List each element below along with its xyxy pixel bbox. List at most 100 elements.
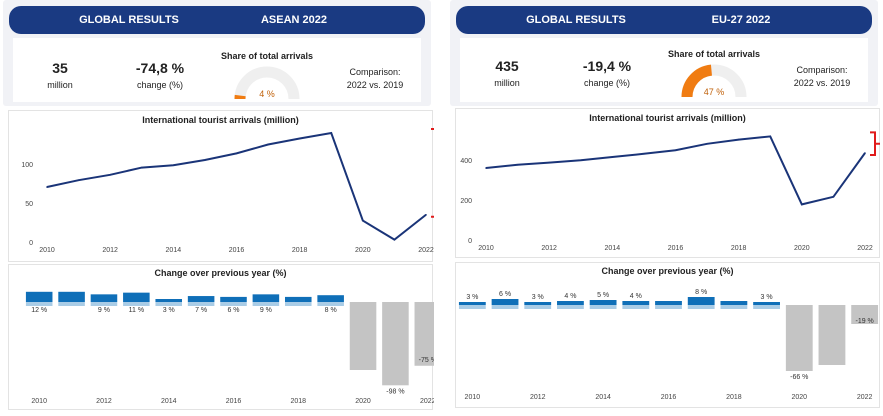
bar: [414, 302, 434, 366]
change-value: -74,8 %: [135, 60, 185, 76]
data-label: 9 %: [98, 307, 110, 314]
kpi-area: 435 million -19,4 % change (%) Share of …: [460, 38, 868, 102]
arrivals-unit: million: [47, 80, 73, 90]
bar: [589, 300, 617, 305]
arrivals-unit: million: [494, 78, 520, 88]
data-label: -19 %: [856, 318, 874, 325]
data-point: [425, 213, 427, 216]
bar: [655, 301, 682, 305]
bar: [349, 302, 377, 370]
bar: [851, 305, 879, 324]
bar: [284, 296, 312, 302]
change-label: change (%): [583, 78, 631, 88]
y-tick-label: 0: [29, 240, 33, 247]
x-tick-label: 2020: [355, 247, 371, 254]
x-tick-label: 2012: [102, 247, 118, 254]
x-tick-label: 2022: [418, 247, 434, 254]
data-label: 11 %: [129, 307, 144, 314]
bar-shadow: [720, 305, 748, 309]
bar: [458, 302, 486, 305]
bar-shadow: [187, 302, 215, 306]
bar: [491, 299, 519, 305]
bar: [524, 302, 552, 305]
data-point: [204, 159, 206, 161]
comparison-label: Comparison:: [349, 67, 401, 77]
bar-shadow: [317, 302, 344, 306]
bar-shadow: [123, 302, 150, 306]
data-point: [579, 159, 582, 161]
bar: [720, 301, 748, 305]
change-chart-card: Change over previous year (%) 3 % 6 % 3 % 4…: [455, 262, 880, 408]
bar: [252, 294, 280, 302]
bar: [220, 296, 247, 302]
x-tick-label: 2016: [229, 247, 245, 254]
bar: [382, 302, 409, 386]
data-point: [769, 135, 772, 138]
data-point: [485, 167, 487, 169]
x-tick-label: 2022: [857, 245, 873, 252]
comparison-years: 2022 vs. 2019: [346, 80, 404, 90]
x-tick-label: 2020: [791, 394, 807, 401]
data-point: [864, 152, 866, 154]
x-tick-label: 2016: [226, 398, 242, 405]
y-tick-label: 100: [21, 162, 33, 169]
data-point: [330, 132, 333, 134]
x-tick-label: 2010: [31, 398, 47, 405]
data-label: 3 %: [466, 294, 478, 301]
data-label: 6 %: [227, 307, 239, 314]
bar: [753, 302, 780, 305]
data-point: [235, 152, 238, 155]
data-point: [643, 153, 645, 155]
data-label: 3 %: [163, 307, 175, 314]
x-tick-label: 2016: [668, 245, 684, 252]
x-tick-label: 2012: [530, 394, 546, 401]
data-label: 7 %: [195, 307, 207, 314]
y-tick-label: 200: [460, 198, 472, 205]
gauge-fill: [681, 64, 713, 98]
arrivals-chart-card: International tourist arrivals (million)…: [8, 110, 434, 262]
data-label: 9 %: [260, 307, 272, 314]
x-tick-label: 2020: [355, 398, 371, 405]
data-point: [77, 179, 80, 181]
data-label: 8 %: [695, 289, 707, 296]
bar-shadow: [622, 305, 650, 309]
bar-shadow: [25, 302, 53, 306]
change-chart-card: Change over previous year (%) 12 % 9 % 11 …: [8, 264, 434, 410]
change-bracket: [431, 128, 434, 218]
series-line: [485, 135, 866, 206]
data-point: [674, 149, 677, 151]
data-point: [832, 196, 835, 198]
x-tick-label: 2022: [857, 394, 873, 401]
x-tick-label: 2010: [478, 245, 494, 252]
change-value: -19,4 %: [582, 58, 632, 74]
arrivals-line-chart: 0 200 400 2010 2012 2014 2016 2018 2020 2022: [460, 131, 880, 252]
data-point: [801, 203, 803, 206]
share-title: Share of total arrivals: [220, 51, 314, 61]
x-tick-label: 2012: [96, 398, 112, 405]
change-bar-chart: 3 % 6 % 3 % 4 % 5 % 4 % 8 % 3 % -66 % -19 % 2010 20…: [458, 289, 879, 401]
x-tick-label: 2012: [541, 245, 557, 252]
data-label: -98 %: [386, 388, 404, 395]
bar: [557, 301, 584, 305]
bar-shadow: [524, 305, 552, 309]
x-tick-label: 2018: [292, 247, 308, 254]
data-label: 3 %: [761, 294, 773, 301]
bar: [687, 297, 715, 305]
bar-shadow: [90, 302, 118, 306]
data-label: 3 %: [532, 294, 544, 301]
data-point: [140, 166, 143, 169]
chart-title: International tourist arrivals (million): [589, 113, 746, 123]
bar-shadow: [220, 302, 247, 306]
header-banner: GLOBAL RESULTS EU-27 2022: [456, 6, 872, 34]
bar: [90, 294, 118, 302]
data-label: 6 %: [499, 291, 511, 298]
series-line: [46, 131, 427, 241]
y-tick-label: 400: [460, 158, 472, 165]
data-point: [737, 138, 740, 141]
panel-eu27: GLOBAL RESULTS EU-27 2022 435 million -1…: [450, 0, 882, 416]
data-label: -75 %: [419, 357, 434, 364]
data-point: [516, 164, 519, 166]
data-label: 8 %: [325, 307, 337, 314]
header-title: GLOBAL RESULTS: [79, 14, 179, 26]
x-tick-label: 2014: [161, 398, 177, 405]
